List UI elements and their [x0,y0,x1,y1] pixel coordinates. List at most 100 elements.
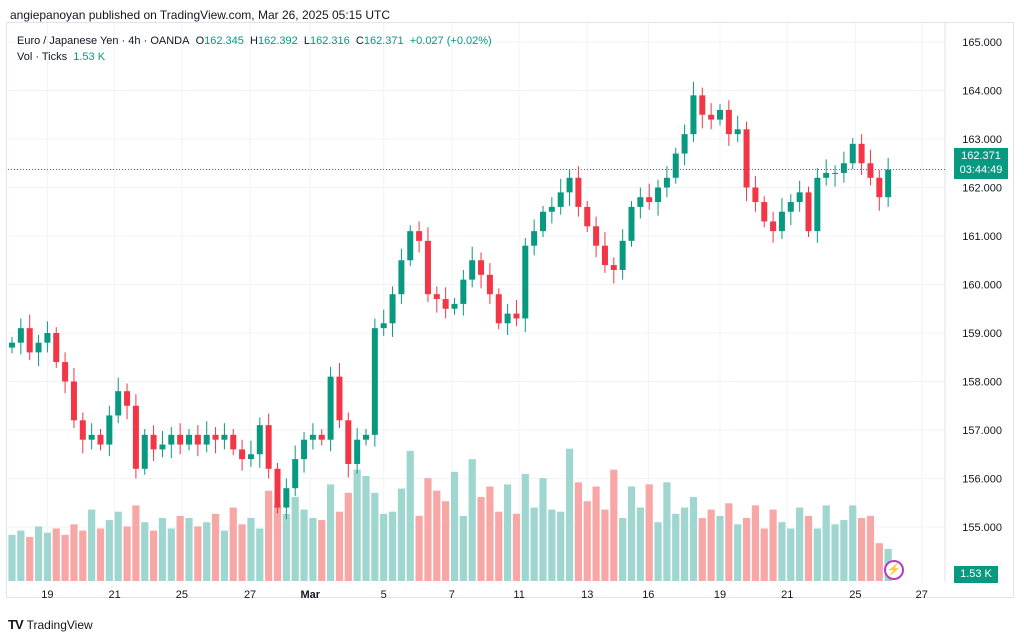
change-value: +0.027 (+0.02%) [409,35,492,47]
volume-bar [220,530,228,581]
volume-bar [61,534,69,581]
candle-body [867,163,874,178]
candle-body [186,434,192,445]
volume-bar [344,492,352,581]
volume-bar [300,509,308,581]
volume-bar [512,513,521,581]
volume-value: 1.53 K [73,51,106,63]
candle-body [124,391,131,406]
volume-bar [43,532,51,581]
candle-body [504,313,511,324]
candle-body [389,294,396,324]
candle-body [212,434,219,440]
y-tick-label: 161.000 [962,231,1002,243]
y-tick-label: 164.000 [962,86,1002,98]
candle-body [770,221,777,232]
volume-bar [583,501,591,581]
candle-body [708,114,715,120]
candle-body [115,391,122,416]
volume-bar [477,497,485,581]
volume-bar [486,486,494,581]
volume-bar [17,530,25,581]
volume-bar [141,522,149,581]
x-tick-label: 21 [109,589,121,601]
volume-bar [725,503,733,581]
candle-body [79,420,86,440]
volume-bar [849,505,857,581]
candle-body [699,95,706,115]
close-label: C [355,35,364,47]
candle-body [796,192,803,203]
brand-name: TradingView [26,617,93,632]
candle-body [646,197,653,203]
candle-body [265,425,272,469]
candle-body [203,434,210,445]
volume-bar [619,518,627,581]
candle-body [380,323,387,329]
volume-bar [645,484,653,581]
volume-bar [194,526,202,581]
candle-body [601,245,608,266]
tradingview-logo[interactable]: TV TradingView [8,617,93,632]
candle-body [371,328,378,435]
x-tick-label: 19 [41,589,53,601]
candle-body [221,434,228,440]
close-value: 162.371 [363,35,404,47]
volume-bar [681,507,689,581]
volume-bar [610,469,618,581]
y-tick-label: 160.000 [962,280,1002,292]
volume-bar [574,482,582,581]
x-tick-label: 21 [781,589,793,601]
candle-body [469,260,476,280]
candle-body [97,434,104,445]
low-label: L [303,35,310,47]
candle-body [336,376,343,421]
symbol-label[interactable]: Euro / Japanese Yen · 4h · OANDA [17,35,190,47]
volume-bar [504,484,512,581]
volume-bar [866,515,875,581]
volume-bar [840,520,848,581]
y-tick-label: 158.000 [962,377,1002,389]
volume-bar [734,524,742,581]
volume-bar [158,518,167,581]
candle-body [548,206,555,212]
volume-bar [592,486,600,581]
published-info: angiepanoyan published on TradingView.co… [10,8,391,22]
volume-bar [291,497,299,581]
candle-body [672,153,679,178]
volume-bar [229,507,237,581]
volume-bar [203,522,211,581]
volume-bar [256,528,264,581]
candle-body [44,333,51,343]
candle-body [177,434,184,445]
chart-frame [6,22,1014,598]
candle-body [70,381,77,421]
candle-body [557,192,564,207]
volume-bar [760,528,768,581]
volume-bar [654,522,662,581]
candle-body [885,169,892,198]
last-price: 162.371 [961,150,1001,162]
volume-indicator-label[interactable]: Vol · Ticks [17,51,68,63]
candle-body [761,202,768,222]
candle-body [513,313,520,319]
volume-bar [132,505,140,581]
candle-body [62,362,69,382]
volume-bar [672,513,680,581]
candle-body [531,231,538,246]
candle-body [442,299,449,309]
volume-bar [495,511,503,581]
candle-body [247,454,254,460]
volume-bar [397,488,405,581]
candle-body [132,405,139,469]
volume-bar [787,528,795,581]
volume-bar [813,528,821,581]
volume-bar [406,450,414,581]
x-tick-label: 11 [513,589,524,601]
x-tick-label: 7 [449,589,455,601]
volume-bar [282,513,290,581]
lightning-icon[interactable]: ⚡ [884,560,904,580]
open-label: O [195,35,205,47]
volume-bar [327,484,335,581]
